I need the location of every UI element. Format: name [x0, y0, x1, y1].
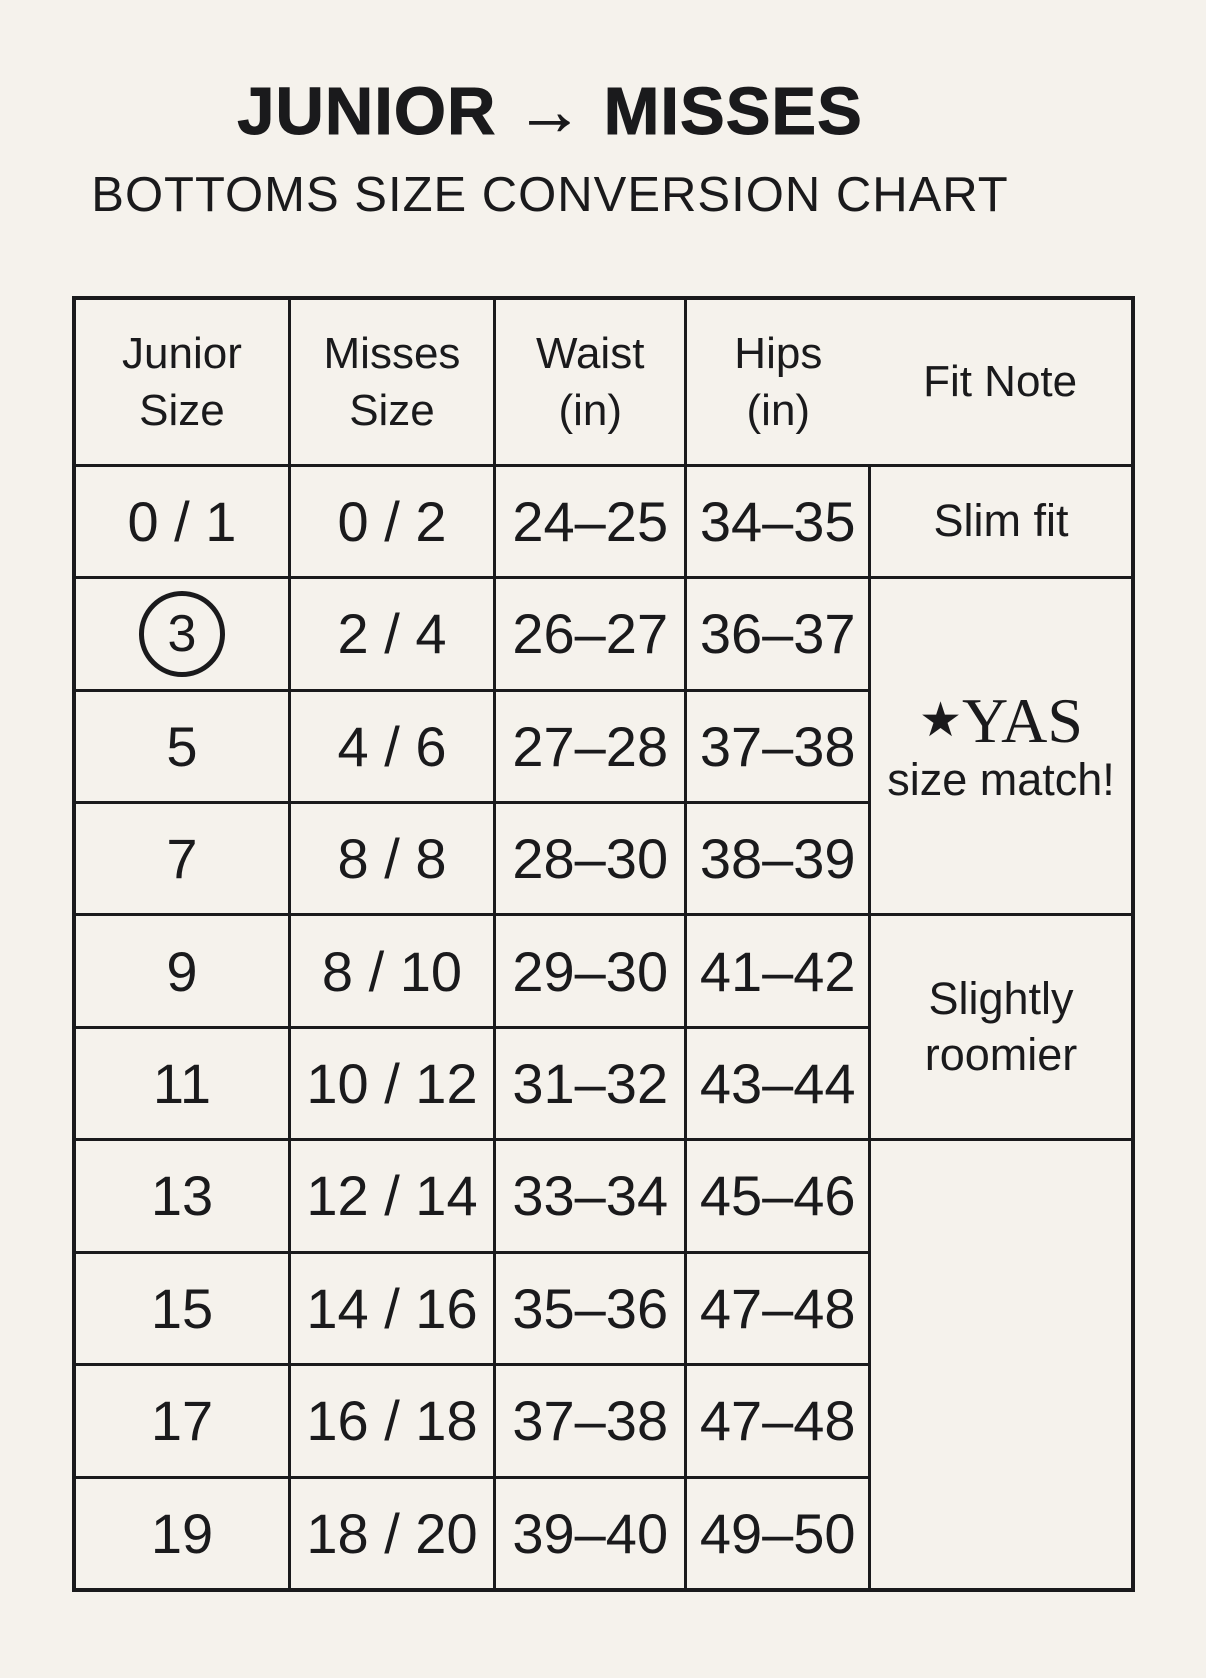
misses-size-cell: 0 / 2 [290, 466, 494, 577]
misses-size-cell: 18 / 20 [290, 1478, 494, 1588]
hips-cell: 34–35 [687, 466, 868, 577]
junior-size-cell: 13 [76, 1141, 288, 1251]
misses-size-cell: 16 / 18 [290, 1366, 494, 1476]
misses-size-cell: 2 / 4 [290, 579, 494, 689]
waist-cell: 35–36 [496, 1253, 685, 1364]
misses-size-cell: 8 / 10 [290, 916, 494, 1026]
column-header-misses-size: Misses Size [290, 300, 494, 464]
column-header-hips-fitnote: Hips (in) Fit Note [687, 300, 1131, 464]
hips-cell: 38–39 [687, 803, 868, 914]
junior-size-cell: 7 [76, 803, 288, 914]
junior-size-cell: 9 [76, 916, 288, 1026]
waist-cell: 29–30 [496, 916, 685, 1026]
fit-note-cell-slightly-roomier: Slightly roomier [870, 916, 1131, 1139]
junior-size-cell: 11 [76, 1028, 288, 1139]
yas-size-match-text: size match! [887, 753, 1115, 805]
hips-cell: 49–50 [687, 1478, 868, 1588]
waist-cell: 26–27 [496, 579, 685, 689]
waist-cell: 31–32 [496, 1028, 685, 1139]
misses-size-cell: 8 / 8 [290, 803, 494, 914]
chart-titles: JUNIOR → MISSES BOTTOMS SIZE CONVERSION … [0, 0, 1100, 220]
waist-cell: 33–34 [496, 1141, 685, 1251]
waist-cell: 27–28 [496, 691, 685, 801]
star-icon: ★ [919, 691, 963, 748]
junior-size-cell: 15 [76, 1253, 288, 1364]
fit-note-cell-empty [870, 1141, 1131, 1588]
misses-size-cell: 4 / 6 [290, 691, 494, 801]
column-header-fit-note: Fit Note [923, 357, 1078, 407]
hips-cell: 47–48 [687, 1366, 868, 1476]
junior-size-cell: 0 / 1 [76, 466, 288, 577]
hips-cell: 47–48 [687, 1253, 868, 1364]
column-header-hips: Hips (in) [734, 328, 823, 435]
waist-cell: 39–40 [496, 1478, 685, 1588]
waist-cell: 24–25 [496, 466, 685, 577]
junior-size-cell: 17 [76, 1366, 288, 1476]
waist-cell: 37–38 [496, 1366, 685, 1476]
junior-size-cell: 19 [76, 1478, 288, 1588]
hips-cell: 37–38 [687, 691, 868, 801]
hips-cell: 36–37 [687, 579, 868, 689]
column-header-junior-size: Junior Size [76, 300, 288, 464]
fit-note-cell-yas-size-match: ★YAS size match! [870, 579, 1131, 914]
misses-size-cell: 14 / 16 [290, 1253, 494, 1364]
misses-size-cell: 12 / 14 [290, 1141, 494, 1251]
circled-size-annotation: 3 [138, 590, 225, 677]
hips-cell: 41–42 [687, 916, 868, 1026]
fit-note-cell-slim-fit: Slim fit [870, 466, 1131, 577]
misses-size-cell: 10 / 12 [290, 1028, 494, 1139]
size-conversion-table: Junior Size Misses Size Waist (in) Hips (in)… [72, 296, 1135, 1592]
page-title: JUNIOR → MISSES [237, 74, 863, 149]
hips-cell: 45–46 [687, 1141, 868, 1251]
page-subtitle: BOTTOMS SIZE CONVERSION CHART [91, 168, 1009, 222]
column-header-waist: Waist (in) [496, 300, 685, 464]
yas-brand-text: YAS [962, 684, 1083, 756]
waist-cell: 28–30 [496, 803, 685, 914]
junior-size-cell-circled: 3 [76, 579, 288, 689]
junior-size-cell: 5 [76, 691, 288, 801]
hips-cell: 43–44 [687, 1028, 868, 1139]
